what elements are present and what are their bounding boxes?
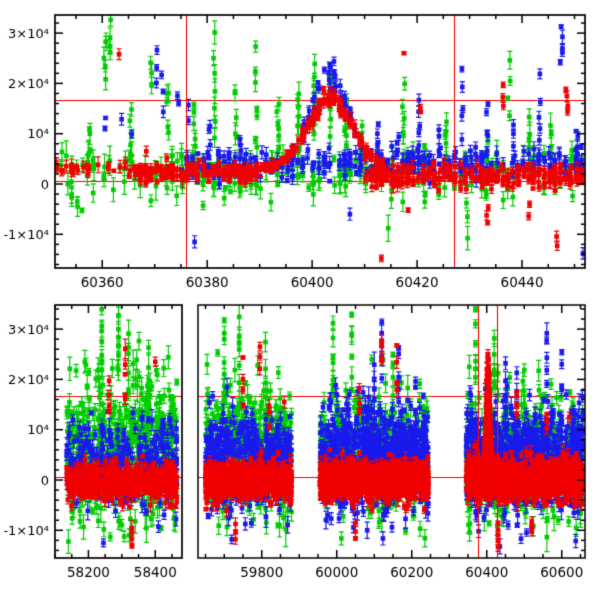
light-curve-plot-canvas	[0, 0, 600, 600]
light-curve-figure	[0, 0, 600, 600]
